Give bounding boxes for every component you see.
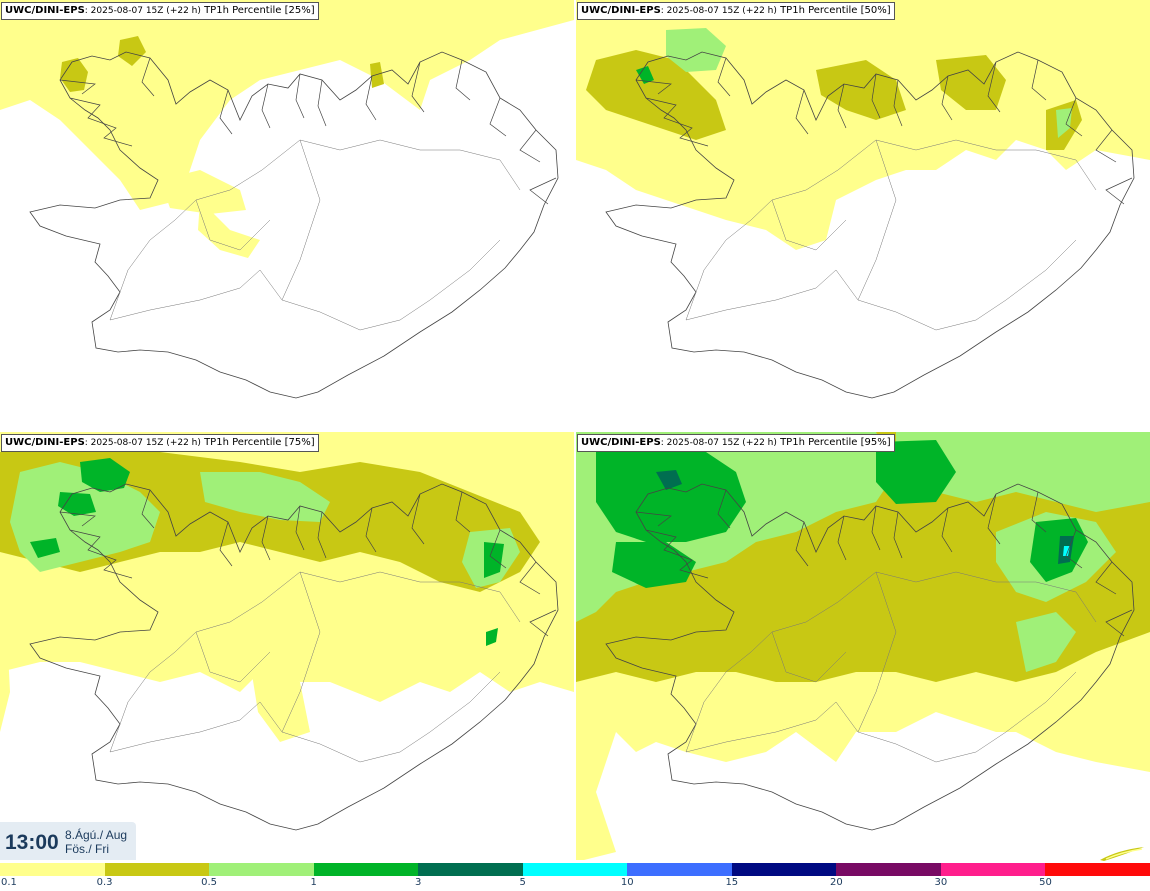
precip-map <box>0 432 574 831</box>
coastline <box>29 51 559 399</box>
colorbar-tick-label: 5 <box>519 877 526 888</box>
colorbar-segment <box>731 863 837 876</box>
colorbar-segment <box>940 863 1046 876</box>
colorbar-segment <box>0 863 105 876</box>
precip-area <box>80 458 130 492</box>
colorbar-tick-label: 20 <box>829 877 843 888</box>
map-panel-p75: UWC/DINI-EPS: 2025-08-07 15Z (+22 h) TP1… <box>0 432 574 862</box>
colorbar-segment <box>104 863 210 876</box>
precip-area <box>118 36 146 66</box>
fjord-lines <box>635 489 1133 637</box>
precip-area <box>876 440 956 504</box>
colorbar-tick-label: 0.3 <box>96 877 113 888</box>
day-line: Fös./ Fri <box>65 842 109 856</box>
precip-area <box>1063 546 1070 556</box>
precip-area <box>30 538 60 558</box>
precip-map <box>576 0 1150 399</box>
panel-title: UWC/DINI-EPS: 2025-08-07 15Z (+22 h) TP1… <box>1 2 319 20</box>
panel-title: UWC/DINI-EPS: 2025-08-07 15Z (+22 h) TP1… <box>577 434 895 452</box>
colorbar-segment <box>836 863 941 876</box>
road-network <box>685 571 1097 763</box>
colorbar-ticks: 0.1 0.3 0.5 1 3 5 10 15 20 30 50 <box>0 876 1150 891</box>
map-panel-p95: UWC/DINI-EPS: 2025-08-07 15Z (+22 h) TP1… <box>576 432 1150 860</box>
map-panel-p50: UWC/DINI-EPS: 2025-08-07 15Z (+22 h) TP1… <box>576 0 1150 430</box>
colorbar-tick-label: 3 <box>414 877 422 888</box>
colorbar-tick-label: 1 <box>310 877 317 888</box>
precip-area <box>370 62 384 88</box>
precip-area <box>0 0 574 210</box>
colorbar-tick-label: 0.5 <box>201 877 218 888</box>
precip-area <box>666 28 726 72</box>
precip-area <box>636 66 654 84</box>
precip-area <box>896 432 1150 512</box>
road-network <box>685 139 1097 331</box>
precip-area <box>586 50 726 140</box>
valid-date: 8.Ágú./ Aug Fös./ Fri <box>65 828 127 856</box>
fjord-lines <box>59 489 557 637</box>
map-panel-p25: UWC/DINI-EPS: 2025-08-07 15Z (+22 h) TP1… <box>0 0 574 430</box>
precip-map <box>576 432 1150 860</box>
fjord-lines <box>59 57 557 205</box>
precip-area <box>60 58 88 92</box>
road-network <box>109 139 521 331</box>
precip-area <box>816 60 906 120</box>
colorbar-tick-label: 15 <box>725 877 739 888</box>
panel-title: UWC/DINI-EPS: 2025-08-07 15Z (+22 h) TP1… <box>1 434 319 452</box>
colorbar-segment <box>209 863 314 876</box>
fjord-lines <box>635 57 1133 205</box>
colorbar-segment <box>627 863 732 876</box>
precip-area <box>656 470 682 490</box>
valid-time-box: 13:00 8.Ágú./ Aug Fös./ Fri <box>0 822 136 860</box>
coastline <box>605 483 1135 831</box>
precip-area <box>1016 612 1076 672</box>
colorbar-segment <box>1045 863 1150 876</box>
precip-area <box>936 672 1096 732</box>
precip-area <box>576 0 1150 250</box>
colorbar-tick-label: 10 <box>620 877 634 888</box>
brand-swoosh-icon <box>1100 847 1144 861</box>
colorbar-tick-label: 30 <box>934 877 948 888</box>
precip-colorbar <box>0 863 1150 876</box>
precip-area <box>160 170 246 214</box>
colorbar-tick-label: 0.1 <box>1 877 17 888</box>
precip-area <box>596 442 746 542</box>
precip-area <box>58 492 96 516</box>
precip-area <box>484 542 504 578</box>
colorbar-tick-label: 50 <box>1039 877 1052 888</box>
precip-area <box>250 662 310 742</box>
panel-title: UWC/DINI-EPS: 2025-08-07 15Z (+22 h) TP1… <box>577 2 895 20</box>
precip-area <box>612 542 696 588</box>
colorbar-segment <box>313 863 419 876</box>
colorbar-segment <box>522 863 628 876</box>
coastline <box>605 51 1135 399</box>
precip-area <box>486 628 498 646</box>
road-network <box>109 571 521 763</box>
coastline <box>29 483 559 831</box>
precip-map <box>0 0 574 399</box>
precip-area <box>1056 108 1072 138</box>
date-line: 8.Ágú./ Aug <box>65 828 128 842</box>
valid-time: 13:00 <box>5 831 59 854</box>
panel-divider <box>0 430 1150 432</box>
precip-area <box>198 200 260 258</box>
colorbar-segment <box>418 863 523 876</box>
